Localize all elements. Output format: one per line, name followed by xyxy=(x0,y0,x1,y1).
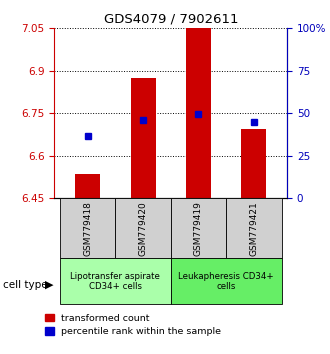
Text: GSM779421: GSM779421 xyxy=(249,201,258,256)
Bar xyxy=(60,258,171,304)
Title: GDS4079 / 7902611: GDS4079 / 7902611 xyxy=(104,13,238,26)
Bar xyxy=(226,198,281,258)
Bar xyxy=(171,258,281,304)
Text: Lipotransfer aspirate
CD34+ cells: Lipotransfer aspirate CD34+ cells xyxy=(70,272,160,291)
Text: GSM779419: GSM779419 xyxy=(194,201,203,256)
Bar xyxy=(131,78,155,198)
Legend: transformed count, percentile rank within the sample: transformed count, percentile rank withi… xyxy=(44,313,222,337)
Text: cell type: cell type xyxy=(3,280,48,290)
Text: GSM779420: GSM779420 xyxy=(139,201,148,256)
Bar xyxy=(60,198,116,258)
Bar xyxy=(186,28,211,198)
Text: ▶: ▶ xyxy=(45,280,53,290)
Bar xyxy=(115,198,171,258)
Bar xyxy=(242,129,266,198)
Bar xyxy=(75,174,100,198)
Bar xyxy=(171,198,226,258)
Text: Leukapheresis CD34+
cells: Leukapheresis CD34+ cells xyxy=(178,272,274,291)
Text: GSM779418: GSM779418 xyxy=(83,201,92,256)
